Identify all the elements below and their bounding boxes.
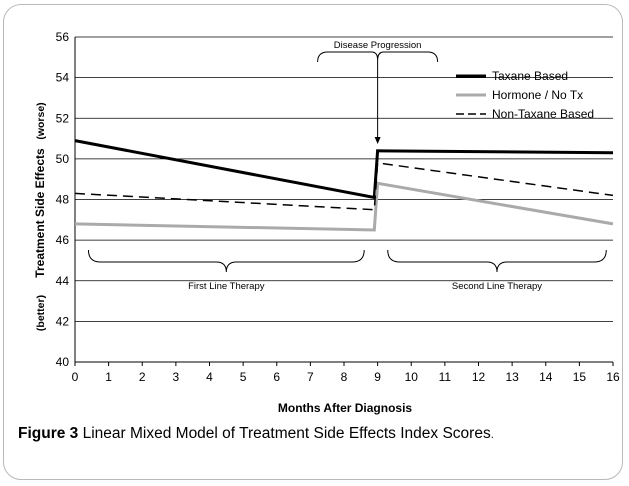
x-tick-label: 13 (505, 370, 519, 384)
figure-caption: Figure 3 Linear Mixed Model of Treatment… (18, 422, 610, 447)
y-tick-label: 42 (56, 314, 70, 328)
y-tick-labels: 40 42 44 46 48 50 52 54 56 (56, 30, 70, 369)
y-tick-label: 48 (56, 193, 70, 207)
first-line-therapy-brace (87, 249, 365, 273)
x-tick-label: 2 (139, 370, 146, 384)
y-tick-label: 50 (56, 152, 70, 166)
caption-end: . (490, 429, 494, 441)
annotations: Disease Progression First Line Therapy Sec… (87, 40, 607, 292)
x-tick-label: 0 (72, 370, 79, 384)
caption-text: Linear Mixed Model of Treatment Side Eff… (82, 425, 491, 442)
disease-progression-label: Disease Progression (334, 40, 422, 51)
y-tick-label: 56 (56, 30, 70, 44)
x-tick-labels: 0 1 2 3 4 5 6 7 8 9 10 11 12 13 14 15 16 (72, 370, 620, 384)
y-axis-title: (better) Treatment Side Effects (worse) (33, 102, 47, 331)
x-tick-label: 12 (472, 370, 486, 384)
series-line-taxane-based (74, 139, 614, 200)
legend-label: Taxane Based (492, 69, 568, 83)
x-tick-label: 9 (374, 370, 381, 384)
y-axis-label-main: Treatment Side Effects (33, 148, 47, 278)
x-tick-label: 16 (606, 370, 620, 384)
y-tick-label: 52 (56, 111, 70, 125)
x-tick-label: 5 (240, 370, 247, 384)
disease-progression-arrow-head (374, 136, 381, 144)
x-tick-label: 15 (573, 370, 587, 384)
y-axis-label-worse: (worse) (35, 102, 47, 139)
legend: Taxane Based Hormone / No Tx Non-Taxane Ba… (456, 69, 594, 121)
x-axis-title: Months After Diagnosis (278, 401, 413, 415)
y-tick-label: 54 (56, 71, 70, 85)
second-line-therapy-label: Second Line Therapy (452, 281, 542, 292)
x-tick-label: 3 (173, 370, 180, 384)
y-tick-label: 46 (56, 233, 70, 247)
x-tick-label: 6 (273, 370, 280, 384)
x-tick-label: 14 (539, 370, 553, 384)
series-lines (74, 139, 614, 232)
x-tick-label: 10 (405, 370, 419, 384)
x-tick-label: 11 (439, 370, 452, 384)
gridlines (75, 36, 613, 363)
y-tick-label: 40 (56, 355, 70, 369)
axes (74, 37, 614, 366)
legend-label: Non-Taxane Based (492, 107, 594, 121)
y-tick-label: 44 (56, 274, 70, 288)
y-axis-label-better: (better) (35, 295, 47, 331)
x-tick-label: 4 (206, 370, 213, 384)
figure-frame (3, 4, 623, 480)
x-tick-label: 1 (105, 370, 112, 384)
first-line-therapy-label: First Line Therapy (188, 281, 265, 292)
second-line-therapy-brace (387, 249, 607, 273)
legend-label: Hormone / No Tx (492, 88, 583, 102)
series-line-hormone-no-tx (74, 181, 614, 232)
series-line-non-taxane-based (74, 162, 614, 211)
x-tick-label: 8 (341, 370, 348, 384)
caption-label: Figure 3 (18, 425, 79, 442)
x-tick-label: 7 (307, 370, 314, 384)
